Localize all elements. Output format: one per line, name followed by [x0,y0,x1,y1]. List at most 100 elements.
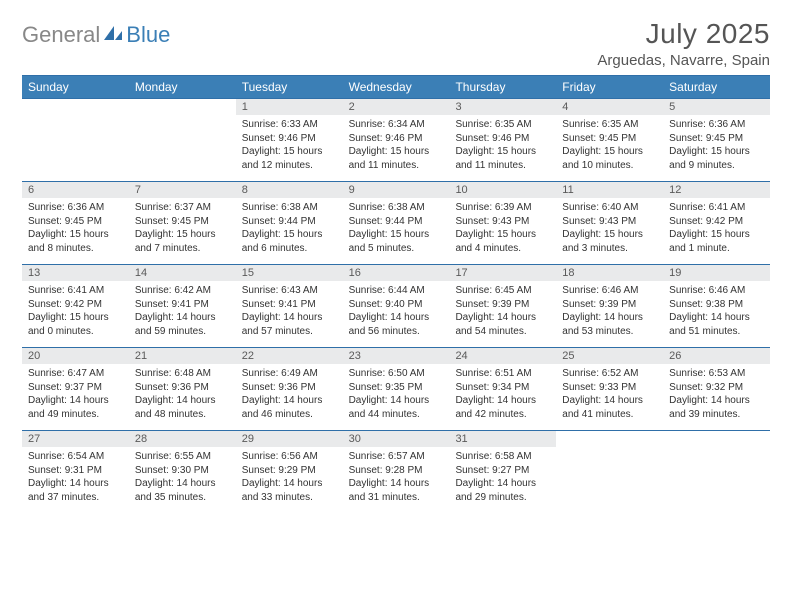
daylight-text: Daylight: 15 hours and 12 minutes. [242,145,337,172]
day-number: 20 [22,348,129,364]
sunset-text: Sunset: 9:31 PM [28,464,123,478]
header: General Blue July 2025 Arguedas, Navarre… [22,18,770,69]
day-cell: 9Sunrise: 6:38 AMSunset: 9:44 PMDaylight… [343,182,450,264]
day-body: Sunrise: 6:45 AMSunset: 9:39 PMDaylight:… [449,281,556,342]
day-cell: 17Sunrise: 6:45 AMSunset: 9:39 PMDayligh… [449,265,556,347]
daylight-text: Daylight: 14 hours and 57 minutes. [242,311,337,338]
weekday-wednesday: Wednesday [343,76,450,98]
day-cell: 13Sunrise: 6:41 AMSunset: 9:42 PMDayligh… [22,265,129,347]
daylight-text: Daylight: 15 hours and 4 minutes. [455,228,550,255]
daylight-text: Daylight: 14 hours and 51 minutes. [669,311,764,338]
day-cell: 14Sunrise: 6:42 AMSunset: 9:41 PMDayligh… [129,265,236,347]
day-number: 3 [449,99,556,115]
day-body: Sunrise: 6:41 AMSunset: 9:42 PMDaylight:… [663,198,770,259]
sunset-text: Sunset: 9:28 PM [349,464,444,478]
daylight-text: Daylight: 15 hours and 7 minutes. [135,228,230,255]
day-number: 5 [663,99,770,115]
day-body [129,103,236,110]
daylight-text: Daylight: 15 hours and 5 minutes. [349,228,444,255]
day-cell: 15Sunrise: 6:43 AMSunset: 9:41 PMDayligh… [236,265,343,347]
sunset-text: Sunset: 9:42 PM [28,298,123,312]
calendar: Sunday Monday Tuesday Wednesday Thursday… [22,75,770,513]
day-cell [129,99,236,181]
week-row: 27Sunrise: 6:54 AMSunset: 9:31 PMDayligh… [22,430,770,513]
day-cell: 30Sunrise: 6:57 AMSunset: 9:28 PMDayligh… [343,431,450,513]
weekday-friday: Friday [556,76,663,98]
day-body: Sunrise: 6:55 AMSunset: 9:30 PMDaylight:… [129,447,236,508]
day-body: Sunrise: 6:48 AMSunset: 9:36 PMDaylight:… [129,364,236,425]
day-body: Sunrise: 6:34 AMSunset: 9:46 PMDaylight:… [343,115,450,176]
daylight-text: Daylight: 14 hours and 44 minutes. [349,394,444,421]
day-cell: 28Sunrise: 6:55 AMSunset: 9:30 PMDayligh… [129,431,236,513]
day-body: Sunrise: 6:50 AMSunset: 9:35 PMDaylight:… [343,364,450,425]
daylight-text: Daylight: 14 hours and 39 minutes. [669,394,764,421]
sunrise-text: Sunrise: 6:41 AM [28,284,123,298]
sunset-text: Sunset: 9:45 PM [562,132,657,146]
sunrise-text: Sunrise: 6:55 AM [135,450,230,464]
sunrise-text: Sunrise: 6:51 AM [455,367,550,381]
day-number: 22 [236,348,343,364]
sunrise-text: Sunrise: 6:42 AM [135,284,230,298]
day-cell: 20Sunrise: 6:47 AMSunset: 9:37 PMDayligh… [22,348,129,430]
sunset-text: Sunset: 9:27 PM [455,464,550,478]
day-cell: 1Sunrise: 6:33 AMSunset: 9:46 PMDaylight… [236,99,343,181]
sunset-text: Sunset: 9:46 PM [349,132,444,146]
sunset-text: Sunset: 9:36 PM [242,381,337,395]
sunrise-text: Sunrise: 6:53 AM [669,367,764,381]
sail-icon [102,22,124,48]
daylight-text: Daylight: 14 hours and 37 minutes. [28,477,123,504]
sunset-text: Sunset: 9:39 PM [562,298,657,312]
day-cell: 24Sunrise: 6:51 AMSunset: 9:34 PMDayligh… [449,348,556,430]
day-number: 23 [343,348,450,364]
day-number: 29 [236,431,343,447]
day-body: Sunrise: 6:56 AMSunset: 9:29 PMDaylight:… [236,447,343,508]
sunset-text: Sunset: 9:34 PM [455,381,550,395]
day-number: 4 [556,99,663,115]
day-number: 7 [129,182,236,198]
month-title: July 2025 [597,18,770,50]
day-cell [663,431,770,513]
day-body: Sunrise: 6:36 AMSunset: 9:45 PMDaylight:… [663,115,770,176]
daylight-text: Daylight: 14 hours and 48 minutes. [135,394,230,421]
day-number: 13 [22,265,129,281]
sunrise-text: Sunrise: 6:41 AM [669,201,764,215]
sunset-text: Sunset: 9:39 PM [455,298,550,312]
week-row: 13 Sunrise: 6:41 AMSunset: 9:42 PM Dayligh… [22,264,770,347]
sunset-text: Sunset: 9:46 PM [455,132,550,146]
sunrise-text: Sunrise: 6:37 AM [135,201,230,215]
day-body: Sunrise: 6:43 AMSunset: 9:41 PMDaylight:… [236,281,343,342]
day-cell: 29Sunrise: 6:56 AMSunset: 9:29 PMDayligh… [236,431,343,513]
sunset-text: Sunset: 9:43 PM [562,215,657,229]
day-number: 21 [129,348,236,364]
sunset-text: Sunset: 9:41 PM [242,298,337,312]
day-body: Sunrise: 6:46 AMSunset: 9:39 PMDaylight:… [556,281,663,342]
page: General Blue July 2025 Arguedas, Navarre… [0,0,792,513]
day-body [22,103,129,110]
day-cell: 5Sunrise: 6:36 AMSunset: 9:45 PMDaylight… [663,99,770,181]
sunset-text: Sunset: 9:46 PM [242,132,337,146]
day-cell: 18Sunrise: 6:46 AMSunset: 9:39 PMDayligh… [556,265,663,347]
sunset-text: Sunset: 9:32 PM [669,381,764,395]
sunrise-text: Sunrise: 6:56 AM [242,450,337,464]
sunrise-text: Sunrise: 6:35 AM [562,118,657,132]
sunrise-text: Sunrise: 6:54 AM [28,450,123,464]
day-body: Sunrise: 6:46 AMSunset: 9:38 PMDaylight:… [663,281,770,342]
sunset-text: Sunset: 9:30 PM [135,464,230,478]
day-number: 14 [129,265,236,281]
day-body: Sunrise: 6:49 AMSunset: 9:36 PMDaylight:… [236,364,343,425]
sunset-text: Sunset: 9:45 PM [135,215,230,229]
day-cell: 31Sunrise: 6:58 AMSunset: 9:27 PMDayligh… [449,431,556,513]
day-body: Sunrise: 6:35 AMSunset: 9:46 PMDaylight:… [449,115,556,176]
day-number: 17 [449,265,556,281]
sunrise-text: Sunrise: 6:38 AM [349,201,444,215]
sunset-text: Sunset: 9:38 PM [669,298,764,312]
day-number: 27 [22,431,129,447]
daylight-text: Daylight: 15 hours and 11 minutes. [455,145,550,172]
sunrise-text: Sunrise: 6:34 AM [349,118,444,132]
day-number: 31 [449,431,556,447]
daylight-text: Daylight: 14 hours and 29 minutes. [455,477,550,504]
daylight-text: Daylight: 14 hours and 49 minutes. [28,394,123,421]
weekday-monday: Monday [129,76,236,98]
logo-text-blue: Blue [126,22,170,48]
day-cell: 8Sunrise: 6:38 AMSunset: 9:44 PMDaylight… [236,182,343,264]
